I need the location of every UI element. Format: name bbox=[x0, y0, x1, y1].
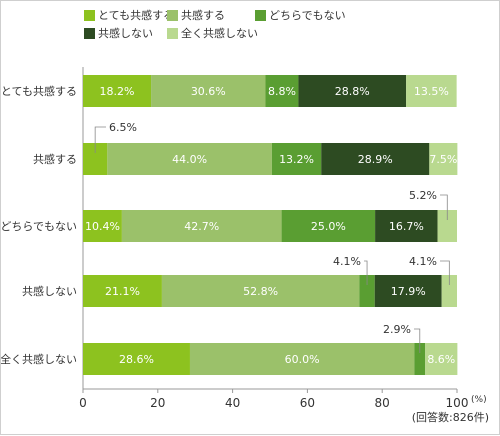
bar-segment bbox=[406, 75, 457, 107]
bar-segment bbox=[359, 275, 375, 307]
category-label: 全く共感しない bbox=[1, 352, 77, 366]
data-label: 4.1% bbox=[409, 255, 437, 268]
callout-line bbox=[94, 126, 106, 153]
bar-segment bbox=[375, 210, 438, 242]
x-tick-label: 60 bbox=[300, 396, 315, 410]
data-label: 60.0% bbox=[285, 353, 320, 366]
bar-segment bbox=[151, 75, 266, 107]
x-tick-label: 0 bbox=[79, 396, 87, 410]
category-label: 共感する bbox=[33, 153, 77, 166]
legend-label-4: 共感しない bbox=[98, 27, 153, 40]
legend-swatch-2 bbox=[167, 10, 178, 21]
data-label: 28.9% bbox=[358, 153, 393, 166]
bar-segment bbox=[414, 343, 426, 375]
x-unit-label: (%) bbox=[471, 395, 487, 405]
data-label: 17.9% bbox=[391, 285, 426, 298]
bar-segment bbox=[321, 143, 430, 175]
data-label: 52.8% bbox=[243, 285, 278, 298]
bar-segment bbox=[425, 343, 458, 375]
bar-segment bbox=[83, 275, 162, 307]
data-label: 30.6% bbox=[191, 85, 226, 98]
callout-line bbox=[440, 260, 450, 285]
legend-label-2: 共感する bbox=[181, 9, 225, 22]
x-tick-label: 80 bbox=[375, 396, 390, 410]
data-label: 21.1% bbox=[105, 285, 140, 298]
bar-segment bbox=[441, 275, 457, 307]
data-label: 6.5% bbox=[109, 121, 137, 134]
data-label: 28.6% bbox=[119, 353, 154, 366]
category-label: とても共感する bbox=[1, 85, 77, 98]
bar-segment bbox=[83, 343, 190, 375]
legend-swatch-3 bbox=[255, 10, 266, 21]
legend-swatch-5 bbox=[167, 28, 178, 39]
data-label: 5.2% bbox=[409, 189, 437, 202]
x-tick-label: 40 bbox=[225, 396, 240, 410]
data-label: 42.7% bbox=[184, 220, 219, 233]
legend-label-3: どちらでもない bbox=[269, 9, 346, 22]
callout-line bbox=[364, 260, 368, 285]
bar-segment bbox=[189, 343, 415, 375]
data-label: 18.2% bbox=[100, 85, 135, 98]
bar-segment bbox=[437, 210, 457, 242]
data-label: 8.8% bbox=[268, 85, 296, 98]
category-label: どちらでもない bbox=[1, 220, 77, 233]
response-count-note: (回答数:826件) bbox=[412, 410, 489, 424]
bar-segment bbox=[281, 210, 376, 242]
bar-segment bbox=[83, 75, 152, 107]
data-label: 28.8% bbox=[335, 85, 370, 98]
legend-label-1: とても共感する bbox=[98, 9, 174, 22]
bar-segment bbox=[429, 143, 458, 175]
data-label: 2.9% bbox=[383, 323, 411, 336]
bar-segment bbox=[374, 275, 442, 307]
bar-segment bbox=[265, 75, 299, 107]
data-label: 7.5% bbox=[429, 153, 457, 166]
data-label: 44.0% bbox=[172, 153, 207, 166]
legend-swatch-1 bbox=[84, 10, 95, 21]
bar-segment bbox=[298, 75, 407, 107]
data-label: 10.4% bbox=[85, 220, 120, 233]
callout-line bbox=[414, 328, 421, 353]
category-label: 共感しない bbox=[22, 285, 77, 298]
bar-segment bbox=[161, 275, 360, 307]
data-label: 4.1% bbox=[333, 255, 361, 268]
x-tick-label: 20 bbox=[150, 396, 165, 410]
data-label: 8.6% bbox=[427, 353, 455, 366]
bar-segment bbox=[121, 210, 282, 242]
x-tick-label: 100 bbox=[446, 396, 469, 410]
callout-line bbox=[440, 194, 448, 220]
legend-swatch-4 bbox=[84, 28, 95, 39]
data-label: 13.2% bbox=[279, 153, 314, 166]
bar-segment bbox=[271, 143, 322, 175]
bar-segment bbox=[83, 210, 122, 242]
bar-segment bbox=[107, 143, 272, 175]
data-label: 13.5% bbox=[414, 85, 449, 98]
data-label: 16.7% bbox=[389, 220, 424, 233]
legend-label-5: 全く共感しない bbox=[181, 26, 258, 40]
data-label: 25.0% bbox=[311, 220, 346, 233]
